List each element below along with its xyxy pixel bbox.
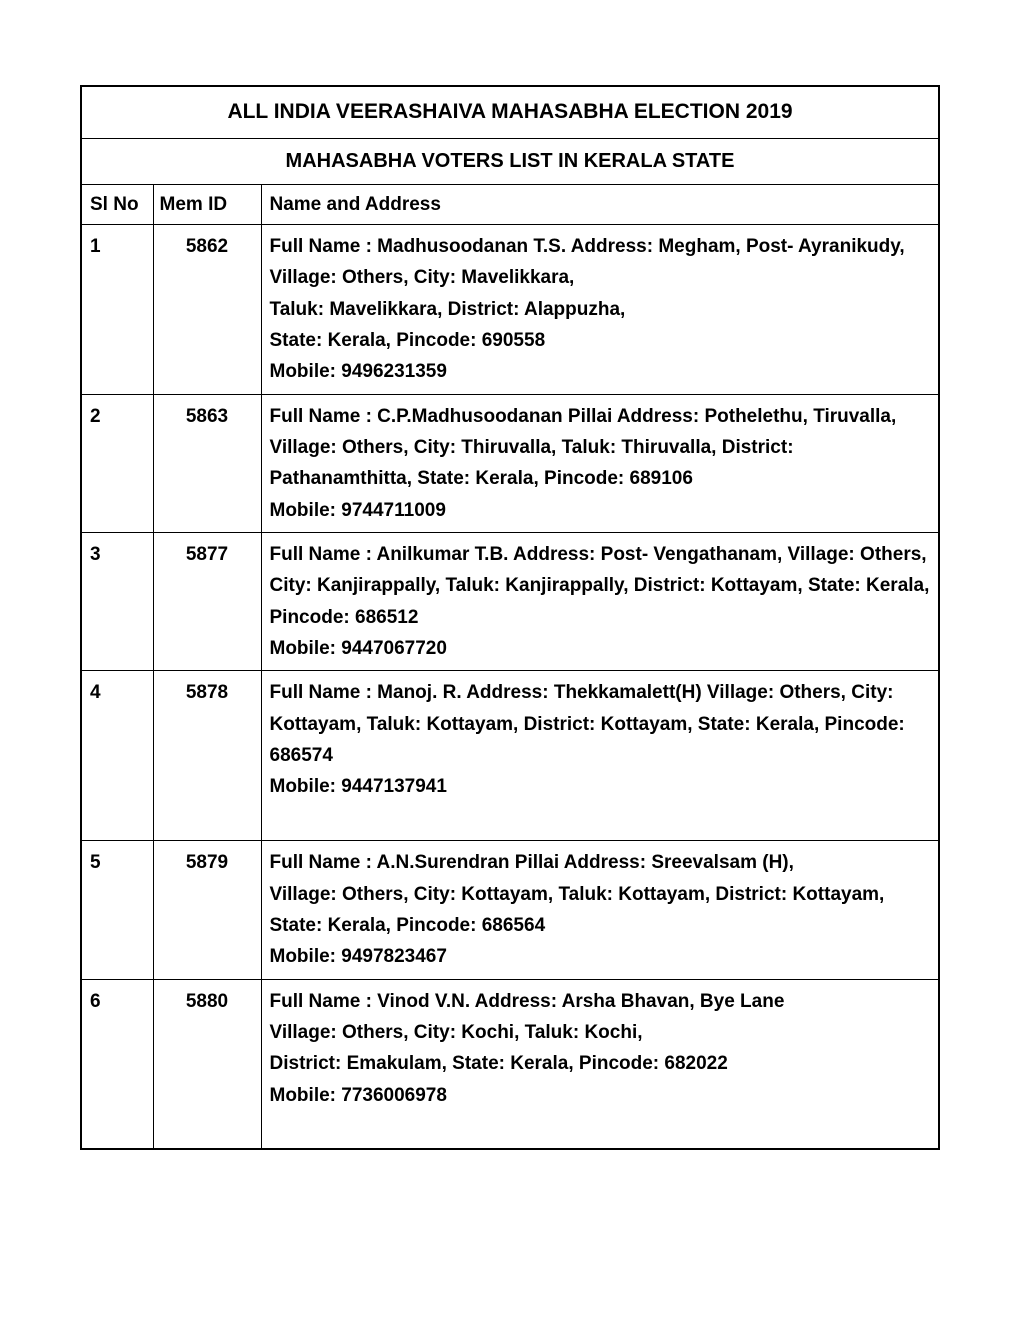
- address-line: Full Name : C.P.Madhusoodanan Pillai Add…: [270, 401, 931, 495]
- address-line: Mobile: 9744711009: [270, 495, 931, 526]
- table-row: 15862Full Name : Madhusoodanan T.S. Addr…: [81, 224, 939, 394]
- cell-slno: 2: [81, 394, 153, 532]
- header-memid: Mem ID: [153, 184, 261, 224]
- cell-name-address: Full Name : C.P.Madhusoodanan Pillai Add…: [261, 394, 939, 532]
- cell-slno: 3: [81, 533, 153, 671]
- table-row: 65880 Full Name : Vinod V.N. Address: Ars…: [81, 979, 939, 1149]
- cell-name-address: Full Name : Manoj. R. Address: Thekkamal…: [261, 671, 939, 841]
- cell-memid: 5862: [153, 224, 261, 394]
- document-subtitle: MAHASABHA VOTERS LIST IN KERALA STATE: [81, 138, 939, 184]
- address-line: Mobile: 9496231359: [270, 356, 931, 387]
- address-line: Full Name : Madhusoodanan T.S. Address: …: [270, 231, 931, 294]
- address-line: District: Emakulam, State: Kerala, Pinco…: [270, 1048, 931, 1079]
- cell-slno: 6: [81, 979, 153, 1149]
- header-name: Name and Address: [261, 184, 939, 224]
- table-row: 55879 Full Name : A.N.Surendran Pillai Ad…: [81, 841, 939, 979]
- cell-memid: 5879: [153, 841, 261, 979]
- cell-memid: 5863: [153, 394, 261, 532]
- cell-slno: 1: [81, 224, 153, 394]
- table-row: 35877Full Name : Anilkumar T.B. Address:…: [81, 533, 939, 671]
- address-line: State: Kerala, Pincode: 690558: [270, 325, 931, 356]
- address-line: Full Name : A.N.Surendran Pillai Address…: [270, 847, 931, 878]
- address-line: Village: Others, City: Kochi, Taluk: Koc…: [270, 1017, 931, 1048]
- address-line: Full Name : Vinod V.N. Address: Arsha Bh…: [270, 986, 931, 1017]
- document-title: ALL INDIA VEERASHAIVA MAHASABHA ELECTION…: [81, 86, 939, 138]
- address-line: [270, 803, 931, 834]
- header-slno: Sl No: [81, 184, 153, 224]
- cell-name-address: Full Name : Anilkumar T.B. Address: Post…: [261, 533, 939, 671]
- address-line: Full Name : Manoj. R. Address: Thekkamal…: [270, 677, 931, 771]
- cell-name-address: Full Name : Vinod V.N. Address: Arsha Bh…: [261, 979, 939, 1149]
- cell-memid: 5877: [153, 533, 261, 671]
- cell-memid: 5880: [153, 979, 261, 1149]
- table-row: 45878Full Name : Manoj. R. Address: Thek…: [81, 671, 939, 841]
- address-line: Mobile: 9497823467: [270, 941, 931, 972]
- cell-slno: 4: [81, 671, 153, 841]
- cell-name-address: Full Name : A.N.Surendran Pillai Address…: [261, 841, 939, 979]
- cell-slno: 5: [81, 841, 153, 979]
- header-row: Sl No Mem ID Name and Address: [81, 184, 939, 224]
- address-line: [270, 1111, 931, 1142]
- subtitle-row: MAHASABHA VOTERS LIST IN KERALA STATE: [81, 138, 939, 184]
- title-row: ALL INDIA VEERASHAIVA MAHASABHA ELECTION…: [81, 86, 939, 138]
- address-line: Full Name : Anilkumar T.B. Address: Post…: [270, 539, 931, 633]
- address-line: Mobile: 7736006978: [270, 1080, 931, 1111]
- address-line: Village: Others, City: Kottayam, Taluk: …: [270, 879, 931, 942]
- cell-name-address: Full Name : Madhusoodanan T.S. Address: …: [261, 224, 939, 394]
- table-row: 25863Full Name : C.P.Madhusoodanan Pilla…: [81, 394, 939, 532]
- cell-memid: 5878: [153, 671, 261, 841]
- voters-table: ALL INDIA VEERASHAIVA MAHASABHA ELECTION…: [80, 85, 940, 1150]
- address-line: Taluk: Mavelikkara, District: Alappuzha,: [270, 294, 931, 325]
- address-line: Mobile: 9447067720: [270, 633, 931, 664]
- address-line: Mobile: 9447137941: [270, 771, 931, 802]
